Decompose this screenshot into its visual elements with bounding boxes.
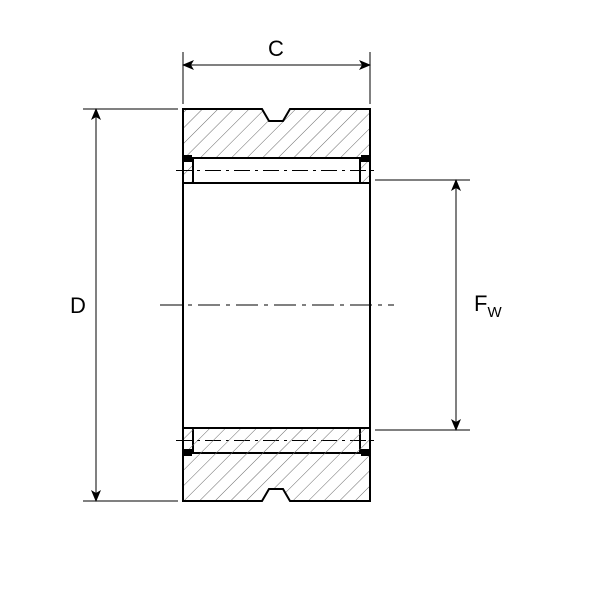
lip-top-left xyxy=(183,155,192,162)
bearing-cross-section: C D FW xyxy=(0,0,600,600)
label-fw: FW xyxy=(474,291,502,321)
roller-top xyxy=(176,158,378,183)
dimension-c: C xyxy=(183,36,370,104)
outer-ring-bottom xyxy=(183,428,370,501)
label-d: D xyxy=(70,293,86,318)
lip-top-right xyxy=(361,155,370,162)
label-c: C xyxy=(268,36,284,61)
dimension-fw: FW xyxy=(375,180,502,430)
lip-bot-right xyxy=(361,449,370,456)
lip-bot-left xyxy=(183,449,192,456)
